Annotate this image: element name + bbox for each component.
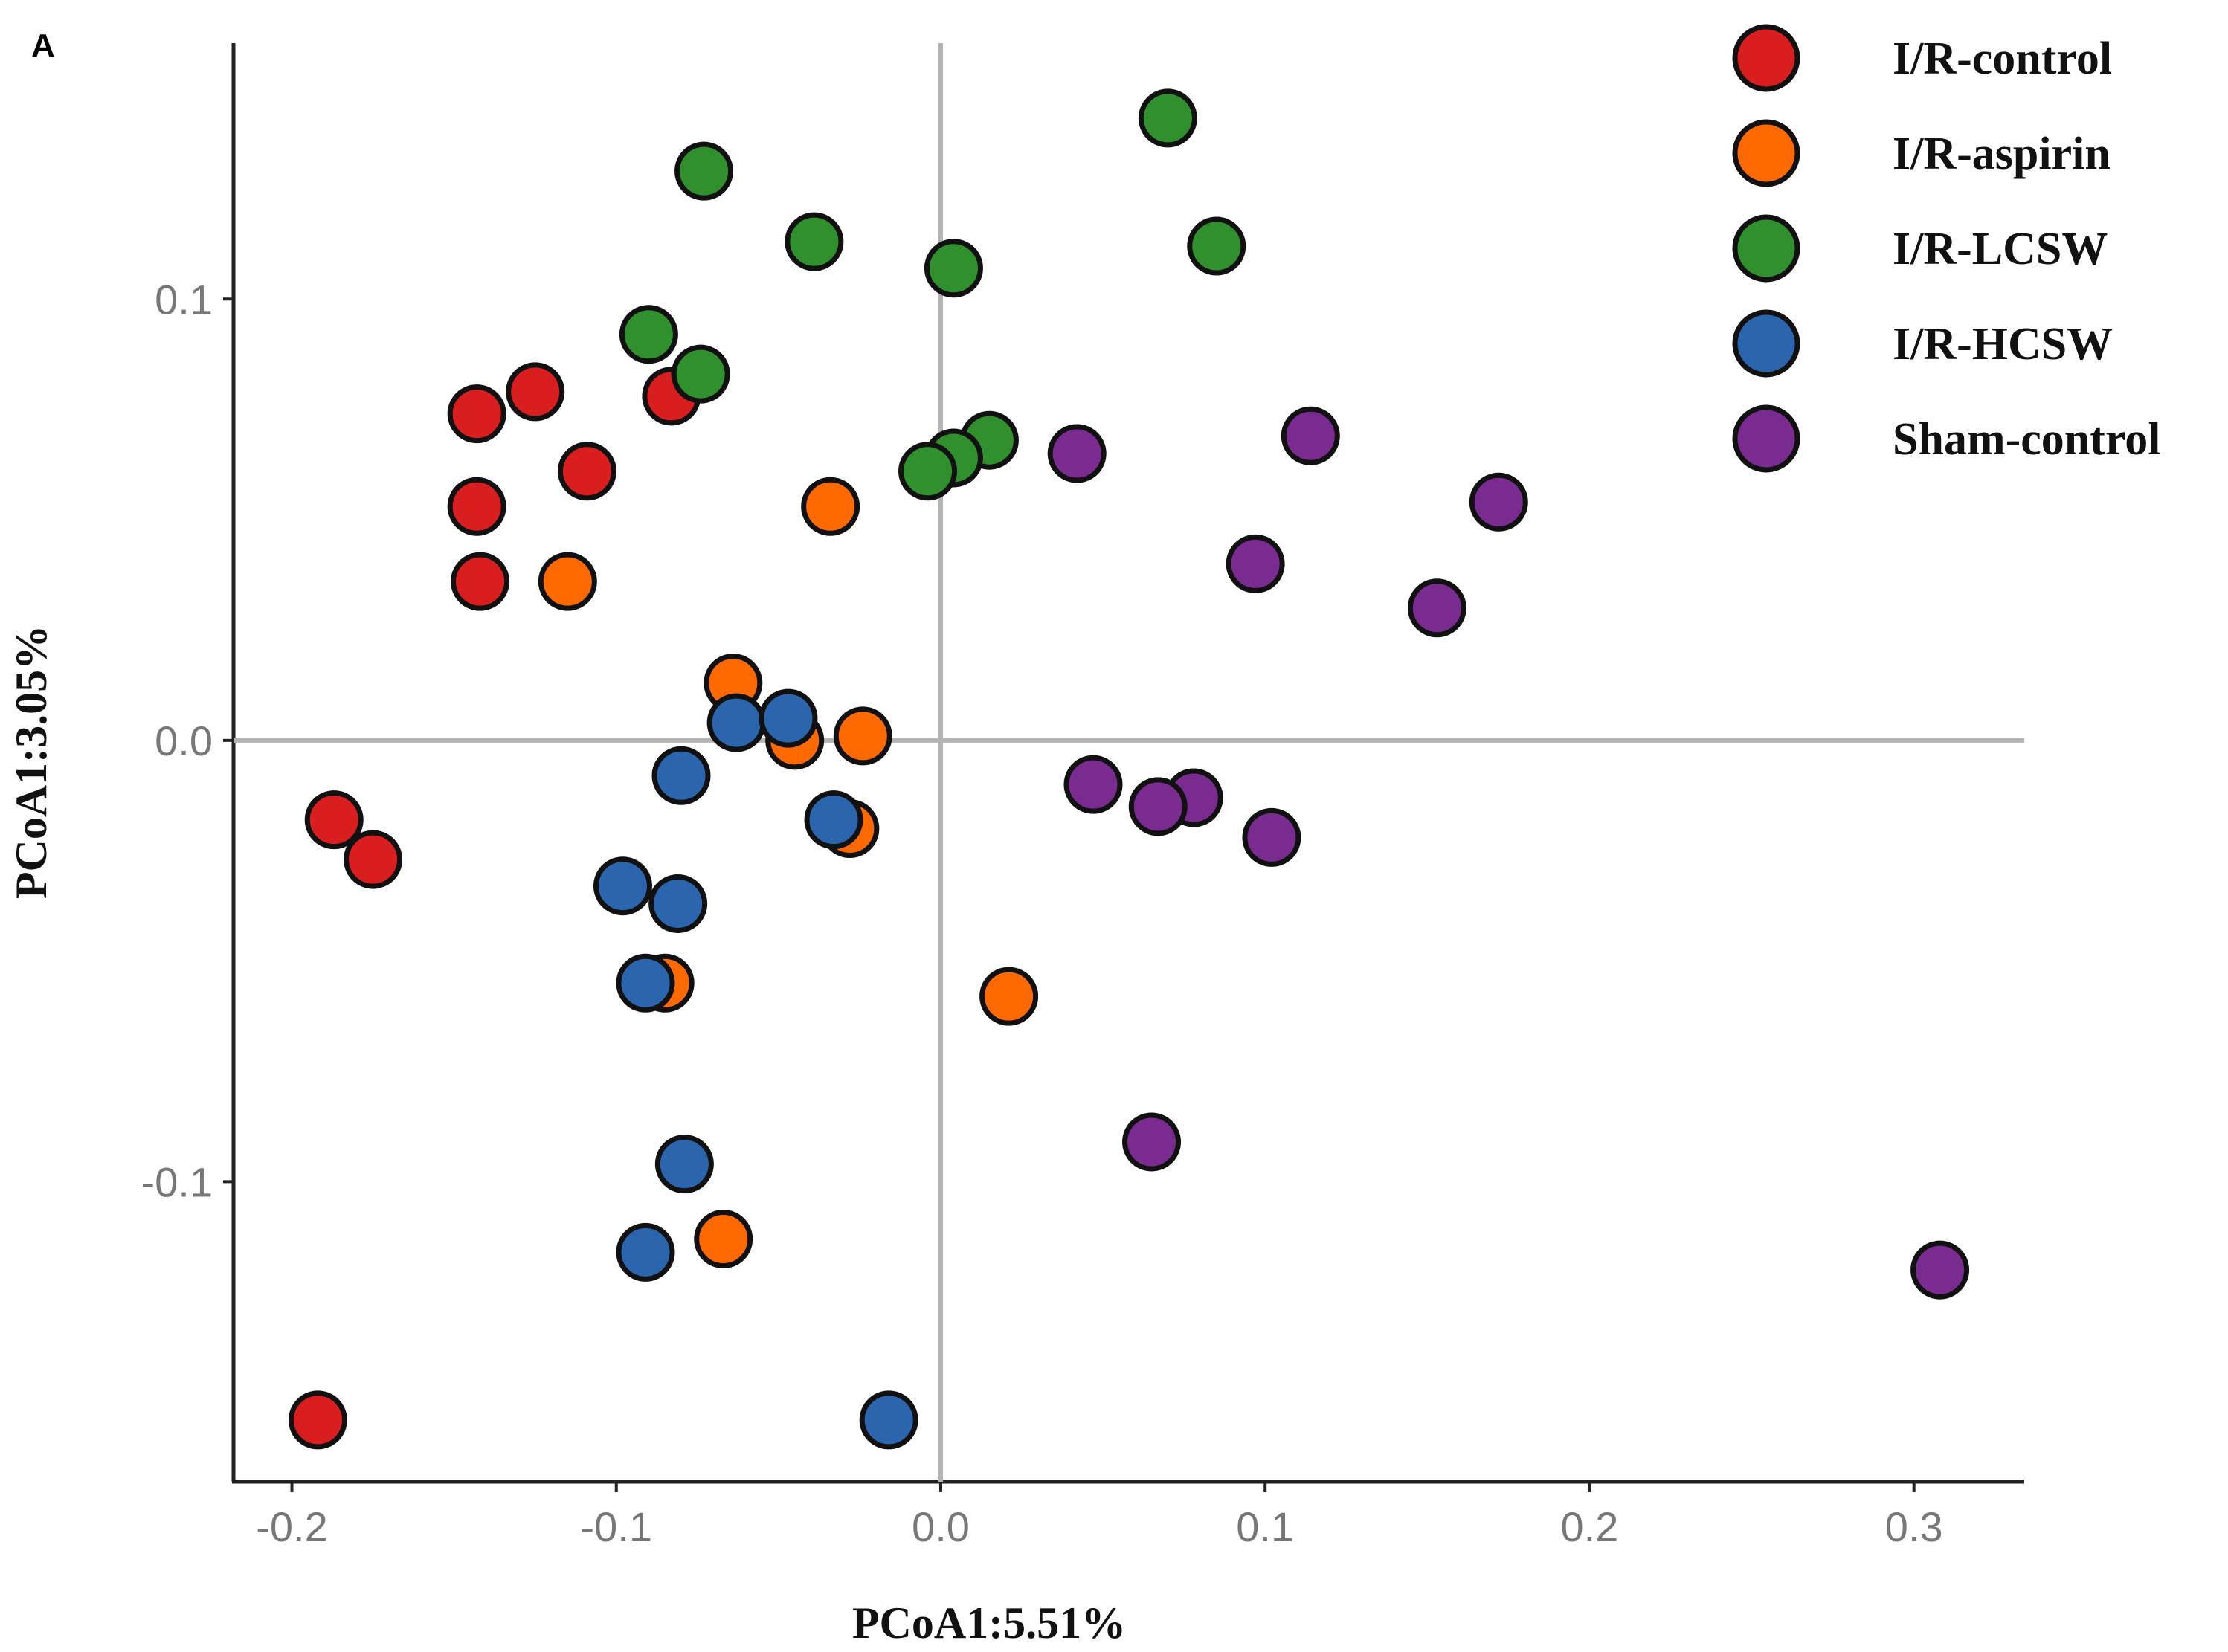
point-i-r-lcsw bbox=[674, 141, 734, 201]
point-sham-control bbox=[1122, 1112, 1182, 1172]
x-tick-label: 0.0 bbox=[912, 1503, 970, 1550]
point-sham-control bbox=[1226, 534, 1285, 593]
point-i-r-control bbox=[557, 442, 616, 501]
y-tick-label: 0.0 bbox=[155, 717, 213, 764]
data-points bbox=[288, 88, 1970, 1450]
point-i-r-aspirin bbox=[979, 967, 1039, 1026]
point-sham-control bbox=[1910, 1240, 1970, 1300]
point-i-r-lcsw bbox=[1138, 88, 1197, 148]
legend-marker-i-r-lcsw bbox=[1732, 214, 1800, 283]
plot-axes bbox=[231, 43, 2024, 1484]
point-i-r-control bbox=[447, 477, 506, 536]
point-sham-control bbox=[1063, 755, 1123, 814]
point-i-r-hcsw bbox=[804, 790, 863, 850]
point-i-r-control bbox=[344, 830, 403, 889]
point-i-r-control bbox=[304, 790, 364, 850]
x-tick-label: -0.1 bbox=[581, 1503, 653, 1550]
legend-marker-i-r-control bbox=[1732, 24, 1800, 92]
point-i-r-hcsw bbox=[759, 688, 818, 748]
legend-label-i-r-control: I/R-control bbox=[1893, 33, 2112, 84]
point-i-r-aspirin bbox=[694, 1210, 753, 1269]
point-i-r-lcsw bbox=[619, 305, 678, 364]
x-tick-label: 0.1 bbox=[1236, 1503, 1294, 1550]
point-sham-control bbox=[1407, 578, 1466, 638]
panel-label: A bbox=[31, 28, 55, 64]
x-axis-ticks: -0.2 -0.1 0.0 0.1 0.2 0.3 bbox=[256, 1482, 1943, 1550]
point-i-r-hcsw bbox=[593, 856, 652, 916]
point-i-r-lcsw bbox=[924, 239, 983, 298]
y-tick-label: -0.1 bbox=[141, 1158, 213, 1205]
point-i-r-control bbox=[506, 362, 565, 422]
legend-label-i-r-hcsw: I/R-HCSW bbox=[1893, 319, 2113, 370]
point-sham-control bbox=[1469, 472, 1528, 532]
point-sham-control bbox=[1281, 406, 1340, 465]
point-i-r-lcsw bbox=[785, 212, 844, 271]
point-i-r-hcsw bbox=[706, 693, 766, 752]
point-i-r-hcsw bbox=[616, 953, 675, 1013]
x-axis-title: PCoA1:5.51% bbox=[852, 1598, 1126, 1648]
legend-label-i-r-aspirin: I/R-aspirin bbox=[1893, 129, 2111, 179]
x-tick-label: 0.3 bbox=[1885, 1503, 1943, 1550]
point-i-r-lcsw bbox=[671, 344, 730, 404]
legend-marker-i-r-aspirin bbox=[1732, 119, 1800, 187]
point-i-r-hcsw bbox=[648, 874, 708, 933]
point-sham-control bbox=[1242, 807, 1301, 867]
legend-label-i-r-lcsw: I/R-LCSW bbox=[1893, 224, 2108, 274]
point-i-r-aspirin bbox=[833, 706, 892, 766]
point-sham-control bbox=[1128, 777, 1188, 836]
y-axis-ticks: -0.1 0.0 0.1 bbox=[141, 276, 234, 1205]
point-i-r-aspirin bbox=[801, 477, 860, 536]
legend-label-sham-control: Sham-control bbox=[1893, 414, 2161, 465]
point-i-r-aspirin bbox=[538, 552, 597, 611]
legend-marker-i-r-hcsw bbox=[1732, 309, 1800, 378]
legend-marker-sham-control bbox=[1732, 404, 1800, 473]
x-tick-label: -0.2 bbox=[256, 1503, 328, 1550]
point-i-r-lcsw bbox=[1187, 216, 1246, 276]
point-i-r-lcsw bbox=[898, 442, 958, 501]
point-i-r-control bbox=[288, 1390, 347, 1450]
point-i-r-control bbox=[451, 552, 510, 611]
point-sham-control bbox=[1047, 424, 1107, 483]
x-tick-label: 0.2 bbox=[1561, 1503, 1619, 1550]
y-tick-label: 0.1 bbox=[155, 276, 213, 323]
point-i-r-hcsw bbox=[859, 1390, 918, 1450]
point-i-r-control bbox=[447, 384, 506, 444]
legend: I/R-control I/R-aspirin I/R-LCSW I/R-HCSW Sh… bbox=[1732, 24, 2161, 473]
point-i-r-hcsw bbox=[651, 746, 711, 805]
point-i-r-hcsw bbox=[654, 1135, 714, 1194]
point-i-r-hcsw bbox=[616, 1222, 675, 1282]
y-axis-title: PCoA1:3.05% bbox=[7, 625, 56, 899]
